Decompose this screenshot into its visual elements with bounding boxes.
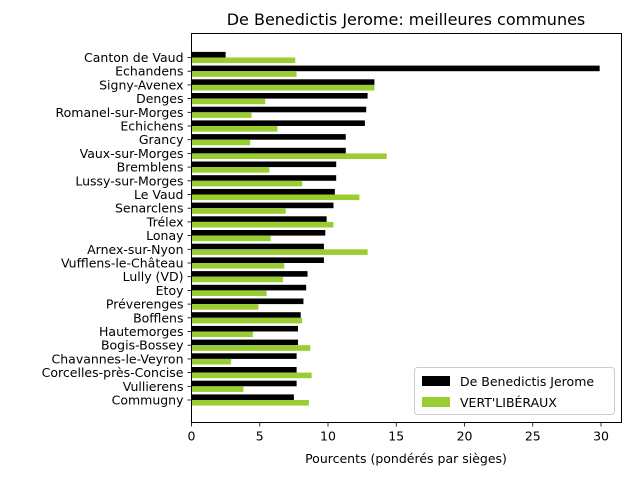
category-label: Préverenges [106,297,184,312]
x-tick-label: 5 [256,429,264,444]
x-tick-label: 0 [188,429,196,444]
bar-candidate-24 [191,380,297,387]
bar-candidate-0 [191,51,226,58]
bar-candidate-15 [191,257,324,263]
bar-party-5 [191,126,278,132]
bar-candidate-6 [191,134,346,140]
bar-party-18 [191,304,259,310]
bar-candidate-17 [191,284,307,291]
bar-party-4 [191,112,252,118]
x-tick-label: 15 [388,429,404,444]
bar-candidate-22 [191,353,297,359]
category-label: Corcelles-près-Concise [42,365,184,380]
x-tick-label: 10 [320,429,336,444]
category-label: Grancy [139,132,184,147]
legend-box [414,367,615,415]
category-label: Bremblens [117,160,184,175]
bar-party-17 [191,290,267,296]
bar-candidate-3 [191,93,368,99]
bar-candidate-4 [191,106,367,113]
category-label: Bofflens [133,310,183,325]
bar-candidate-19 [191,312,301,318]
bar-party-6 [191,139,251,146]
legend: De Benedictis Jerome VERT'LIBÉRAUX [414,367,615,415]
bar-party-14 [191,249,368,255]
category-label: Lully (VD) [123,269,184,284]
legend-swatch-series-2 [422,397,450,407]
bar-candidate-18 [191,298,304,305]
category-label: Romanel-sur-Morges [56,105,184,120]
category-label: Echichens [120,119,183,134]
bar-candidate-10 [191,188,335,195]
category-label: Lussy-sur-Morges [75,173,183,188]
category-label: Arnex-sur-Nyon [87,242,183,257]
category-label: Commugny [112,393,185,408]
bar-party-9 [191,180,303,187]
bar-candidate-7 [191,147,346,154]
bar-party-1 [191,71,297,77]
bar-party-11 [191,208,286,214]
bar-party-3 [191,98,266,105]
category-label: Chavannes-le-Veyron [52,351,184,366]
category-label: Canton de Vaud [84,50,183,65]
bar-party-25 [191,400,309,406]
category-label: Bogis-Bossey [101,338,184,353]
bar-candidate-25 [191,394,294,400]
bar-party-15 [191,263,285,269]
x-tick-label: 20 [457,429,473,444]
x-axis-label: Pourcents (pondérés par sièges) [305,451,507,466]
bar-party-10 [191,194,360,201]
x-ticks: 0 5 10 15 20 25 30 [188,422,609,444]
bar-party-16 [191,276,283,283]
category-label: Le Vaud [134,187,184,202]
bar-party-7 [191,153,387,159]
bar-party-8 [191,167,270,173]
legend-swatch-series-1 [422,376,450,386]
bar-candidate-11 [191,202,334,209]
category-label: Vaux-sur-Morges [80,146,184,161]
bar-party-20 [191,331,253,338]
bar-candidate-14 [191,243,324,250]
bar-party-19 [191,317,303,324]
bar-candidate-13 [191,230,326,236]
category-label: Lonay [146,228,184,243]
bar-candidate-9 [191,175,337,181]
legend-label-series-2: VERT'LIBÉRAUX [460,395,557,410]
bar-party-24 [191,386,244,392]
category-label: Trélex [146,214,184,229]
bars-group [191,51,600,406]
chart-title: De Benedictis Jerome: meilleures commune… [227,10,586,29]
category-label: Denges [136,91,183,106]
category-label: Vullierens [123,379,184,394]
bar-party-21 [191,345,311,351]
category-label: Senarclens [115,201,184,216]
bar-candidate-21 [191,339,298,346]
bar-candidate-20 [191,325,298,332]
bar-candidate-8 [191,161,337,168]
bar-candidate-23 [191,367,297,373]
plot-frame [191,33,622,423]
bar-candidate-2 [191,79,375,85]
category-label: Etoy [156,283,184,298]
bar-party-0 [191,57,296,64]
category-label: Hautemorges [99,324,183,339]
category-label: Vufflens-le-Château [61,256,184,271]
x-tick-label: 25 [525,429,541,444]
bar-party-13 [191,235,271,242]
bar-candidate-1 [191,65,600,72]
category-labels: Canton de VaudEchandensSigny-AvenexDenge… [42,50,192,408]
bar-party-2 [191,84,375,91]
category-label: Echandens [115,64,183,79]
bar-candidate-5 [191,120,365,126]
legend-label-series-1: De Benedictis Jerome [460,374,594,389]
bar-party-12 [191,221,334,228]
bar-candidate-16 [191,271,308,277]
bar-candidate-12 [191,216,327,222]
bar-party-23 [191,372,312,379]
x-tick-label: 30 [593,429,609,444]
bar-party-22 [191,358,232,365]
category-label: Signy-Avenex [99,77,183,92]
